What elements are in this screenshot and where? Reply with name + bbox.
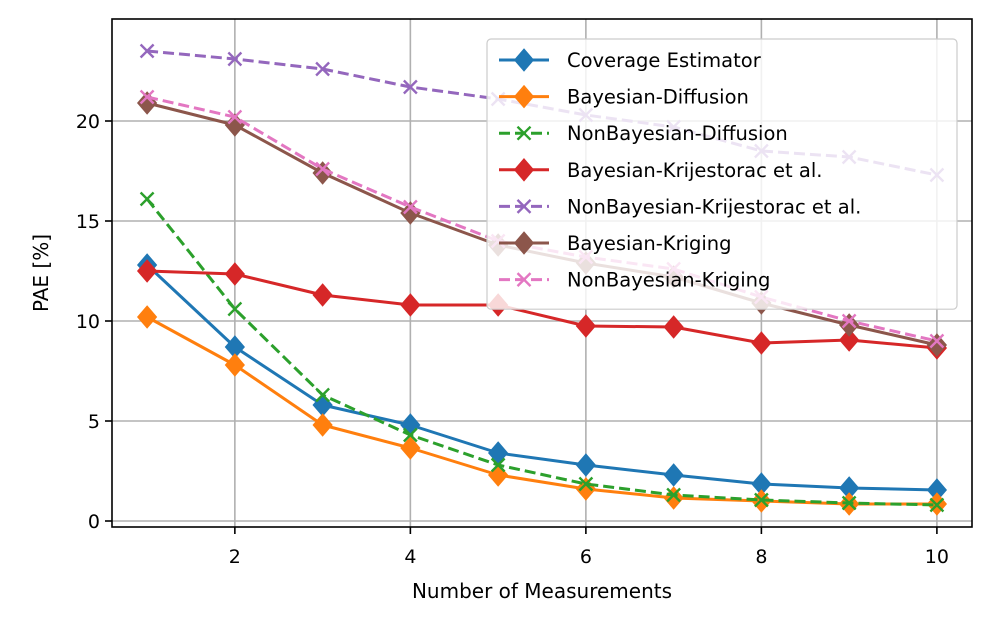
series-line <box>147 269 938 350</box>
y-tick-label: 20 <box>76 111 100 133</box>
legend-label: Coverage Estimator <box>567 49 762 72</box>
data-point <box>315 161 330 177</box>
data-point <box>227 301 243 317</box>
data-point <box>315 387 330 403</box>
data-point <box>839 313 860 337</box>
x-tick-label: 6 <box>580 546 592 568</box>
x-tick-label: 4 <box>404 546 416 568</box>
data-point <box>227 51 243 67</box>
data-point <box>136 305 158 329</box>
data-point <box>224 262 245 286</box>
legend-label: NonBayesian-Kriging <box>567 269 770 292</box>
data-point <box>663 315 684 339</box>
legend: Coverage Estimator Bayesian-Diffusion NonB… <box>486 38 958 310</box>
data-point <box>136 259 158 283</box>
series-line <box>146 49 938 177</box>
data-point <box>139 89 155 105</box>
y-tick-label: 10 <box>76 311 100 333</box>
data-point <box>575 453 596 477</box>
data-point <box>926 333 948 357</box>
data-point <box>666 487 681 503</box>
legend-entry: NonBayesian-Krijestorac et al. <box>499 195 861 218</box>
x-tick-label: 8 <box>755 546 767 568</box>
data-point <box>227 109 243 125</box>
data-point <box>516 125 532 141</box>
data-point <box>754 492 769 508</box>
data-point <box>315 61 330 77</box>
data-point <box>513 158 535 182</box>
y-tick-label: 5 <box>88 411 100 433</box>
data-point <box>841 313 857 329</box>
data-point <box>312 413 333 437</box>
data-point <box>929 497 945 513</box>
data-point <box>663 463 684 487</box>
legend-label: Bayesian-Kriging <box>567 232 732 255</box>
data-point <box>575 314 596 338</box>
plot-frame <box>111 18 973 528</box>
data-point <box>312 393 333 417</box>
legend-label: Bayesian-Diffusion <box>567 86 749 109</box>
y-tick-label: 0 <box>88 511 100 533</box>
data-point <box>224 353 245 377</box>
legend-entry: Bayesian-Kriging <box>499 231 732 255</box>
data-point <box>516 199 532 214</box>
legend-box <box>486 38 958 310</box>
series-line <box>146 263 937 492</box>
data-point <box>751 331 772 355</box>
legend-label: NonBayesian-Diffusion <box>567 122 788 145</box>
data-point <box>488 441 509 465</box>
legend-label: Bayesian-Krijestorac et al. <box>567 159 822 182</box>
data-point <box>578 476 594 492</box>
series-nonbayesian-diffusion <box>139 191 945 513</box>
data-point <box>490 457 506 473</box>
data-point <box>663 486 684 510</box>
legend-entry: Bayesian-Krijestorac et al. <box>499 158 822 182</box>
data-point <box>513 48 535 72</box>
data-point <box>488 463 509 487</box>
data-point <box>312 283 333 307</box>
y-tick-label: 15 <box>76 211 100 233</box>
data-point <box>929 333 945 349</box>
legend-label: NonBayesian-Krijestorac et al. <box>567 195 861 218</box>
data-point <box>403 79 418 95</box>
legend-entry: Bayesian-Diffusion <box>499 84 749 109</box>
data-point <box>513 84 535 109</box>
data-point <box>516 272 532 287</box>
data-point <box>400 293 421 317</box>
data-point <box>839 328 860 352</box>
x-axis-label: Number of Measurements <box>412 579 672 603</box>
x-tick-label: 10 <box>925 546 949 568</box>
legend-entry: NonBayesian-Kriging <box>499 269 770 292</box>
data-point <box>841 495 857 511</box>
x-tick-label: 2 <box>229 546 241 568</box>
axes: 2 4 6 8 10 0 5 10 15 20 <box>76 18 973 568</box>
data-point <box>403 199 418 215</box>
data-point <box>312 161 333 185</box>
data-point <box>139 191 155 207</box>
data-point <box>513 231 535 255</box>
data-point <box>400 436 421 460</box>
legend-entry: Coverage Estimator <box>499 48 762 72</box>
legend-entry: NonBayesian-Diffusion <box>499 122 788 145</box>
y-axis-label: PAE [%] <box>29 234 53 312</box>
series-bayesian-diffusion <box>136 305 948 516</box>
series-line <box>145 198 937 507</box>
data-point <box>139 43 155 59</box>
data-point <box>403 427 418 443</box>
